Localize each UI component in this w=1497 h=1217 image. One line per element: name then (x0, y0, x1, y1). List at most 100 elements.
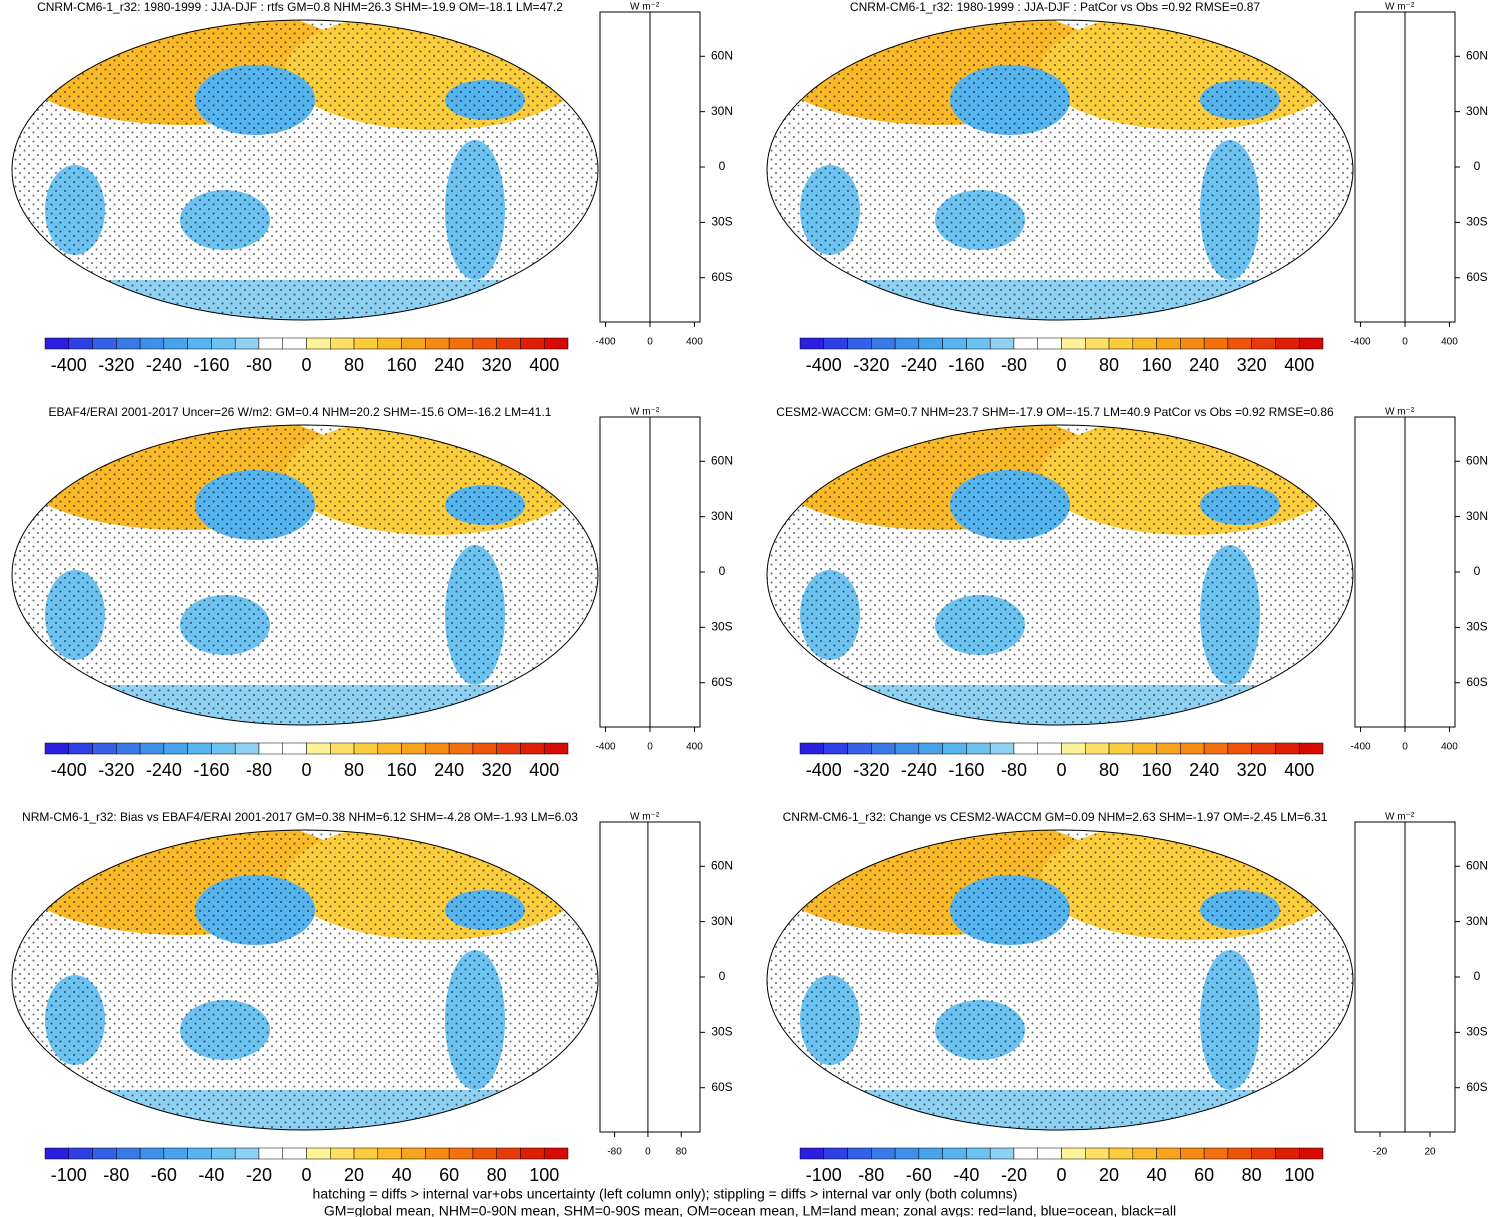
colorbar-swatch (1013, 742, 1038, 755)
colorbar-label: 160 (387, 355, 417, 375)
colorbar-swatch (1085, 1147, 1110, 1160)
colorbar-label: 20 (1099, 1165, 1119, 1185)
panel-title: CNRM-CM6-1_r32: 1980-1999 : JJA-DJF : rt… (37, 0, 563, 14)
zonal-unit: W m⁻² (630, 812, 660, 823)
map (12, 20, 598, 320)
colorbar-swatch (448, 1147, 474, 1160)
colorbar-swatch (1298, 742, 1324, 755)
colorbar-swatch (448, 742, 474, 755)
colorbar-swatch (187, 742, 212, 755)
x-tick-label: 20 (1424, 1147, 1436, 1158)
colorbar-swatch (918, 337, 943, 350)
colorbar-label: 320 (1237, 355, 1267, 375)
x-tick-label: -80 (607, 1147, 622, 1158)
colorbar-swatch (1251, 337, 1276, 350)
colorbar-swatch (163, 1147, 188, 1160)
colorbar-swatch (942, 742, 967, 755)
colorbar-label: -400 (806, 760, 842, 780)
y-tick-label: 30S (711, 215, 732, 229)
colorbar-swatch (401, 742, 426, 755)
colorbar-swatch (1298, 1147, 1324, 1160)
map (12, 830, 598, 1130)
colorbar-swatch (68, 1147, 93, 1160)
colorbar-swatch (1132, 742, 1157, 755)
map-outline (11, 424, 599, 726)
colorbar-swatch (871, 742, 896, 755)
colorbar-swatch (92, 1147, 117, 1160)
colorbar-swatch (187, 1147, 212, 1160)
colorbar-swatch (989, 1147, 1015, 1160)
colorbar-swatch (44, 337, 70, 350)
colorbar-swatch (1275, 1147, 1300, 1160)
colorbar-label: 400 (529, 760, 559, 780)
colorbar-swatch (894, 1147, 920, 1160)
colorbar-swatch (163, 742, 188, 755)
y-tick-label: 0 (1474, 159, 1481, 173)
map-outline (766, 424, 1354, 726)
y-tick-label: 30S (711, 1025, 732, 1039)
y-tick-label: 30N (1466, 914, 1488, 928)
colorbar-swatch (496, 1147, 521, 1160)
y-tick-label: 60N (1466, 48, 1488, 62)
colorbar-label: -240 (901, 355, 937, 375)
map-outline (766, 19, 1354, 321)
colorbar-swatch (1037, 742, 1062, 755)
colorbar-swatch (377, 1147, 402, 1160)
colorbar-swatch (799, 1147, 825, 1160)
colorbar-swatch (918, 742, 943, 755)
colorbar-label: -80 (246, 355, 272, 375)
colorbar-swatch (1227, 337, 1252, 350)
x-tick-label: 400 (1441, 337, 1458, 348)
x-tick-label: 400 (686, 337, 703, 348)
colorbar-swatch (306, 742, 331, 755)
map-outline (766, 829, 1354, 1131)
colorbar-swatch (1013, 337, 1038, 350)
colorbar-label: -20 (246, 1165, 272, 1185)
colorbar-swatch (1156, 1147, 1181, 1160)
map (767, 425, 1353, 725)
stippling (767, 830, 1353, 1130)
colorbar-label: -60 (151, 1165, 177, 1185)
zonal-unit: W m⁻² (1385, 2, 1415, 13)
colorbar-swatch (211, 1147, 236, 1160)
colorbar-swatch (425, 337, 450, 350)
colorbar-swatch (496, 337, 521, 350)
x-tick-label: 0 (1402, 742, 1408, 753)
panel-title: EBAF4/ERAI 2001-2017 Uncer=26 W/m2: GM=0… (49, 405, 552, 419)
x-tick-label: -400 (596, 337, 616, 348)
x-tick-label: -400 (1351, 742, 1371, 753)
colorbar-swatch (942, 337, 967, 350)
y-tick-label: 30S (1466, 1025, 1487, 1039)
stippling (12, 20, 598, 320)
colorbar-label: -320 (853, 355, 889, 375)
colorbar-label: -400 (51, 760, 87, 780)
colorbar-swatch (520, 742, 545, 755)
map-outline (11, 19, 599, 321)
stippling (12, 830, 598, 1130)
map (767, 20, 1353, 320)
colorbar-swatch (894, 742, 920, 755)
footer-line: GM=global mean, NHM=0-90N mean, SHM=0-90… (324, 1203, 1176, 1217)
colorbar-label: 0 (1056, 760, 1066, 780)
zonal-unit: W m⁻² (1385, 407, 1415, 418)
colorbar-swatch (139, 742, 165, 755)
zonal-frame (599, 821, 701, 1133)
colorbar-swatch (139, 1147, 165, 1160)
colorbar-swatch (282, 337, 307, 350)
colorbar-label: 240 (434, 760, 464, 780)
colorbar-label: -160 (948, 760, 984, 780)
y-tick-label: 60S (1466, 1080, 1487, 1094)
y-tick-label: 0 (1474, 969, 1481, 983)
colorbar-swatch (989, 742, 1015, 755)
colorbar-swatch (401, 1147, 426, 1160)
colorbar-swatch (1180, 337, 1205, 350)
colorbar-label: 80 (344, 355, 364, 375)
x-tick-label: -400 (596, 742, 616, 753)
y-tick-label: 0 (719, 969, 726, 983)
colorbar-swatch (330, 742, 355, 755)
colorbar-swatch (1061, 337, 1086, 350)
colorbar-swatch (966, 1147, 991, 1160)
colorbar-swatch (258, 337, 283, 350)
colorbar-swatch (823, 337, 848, 350)
